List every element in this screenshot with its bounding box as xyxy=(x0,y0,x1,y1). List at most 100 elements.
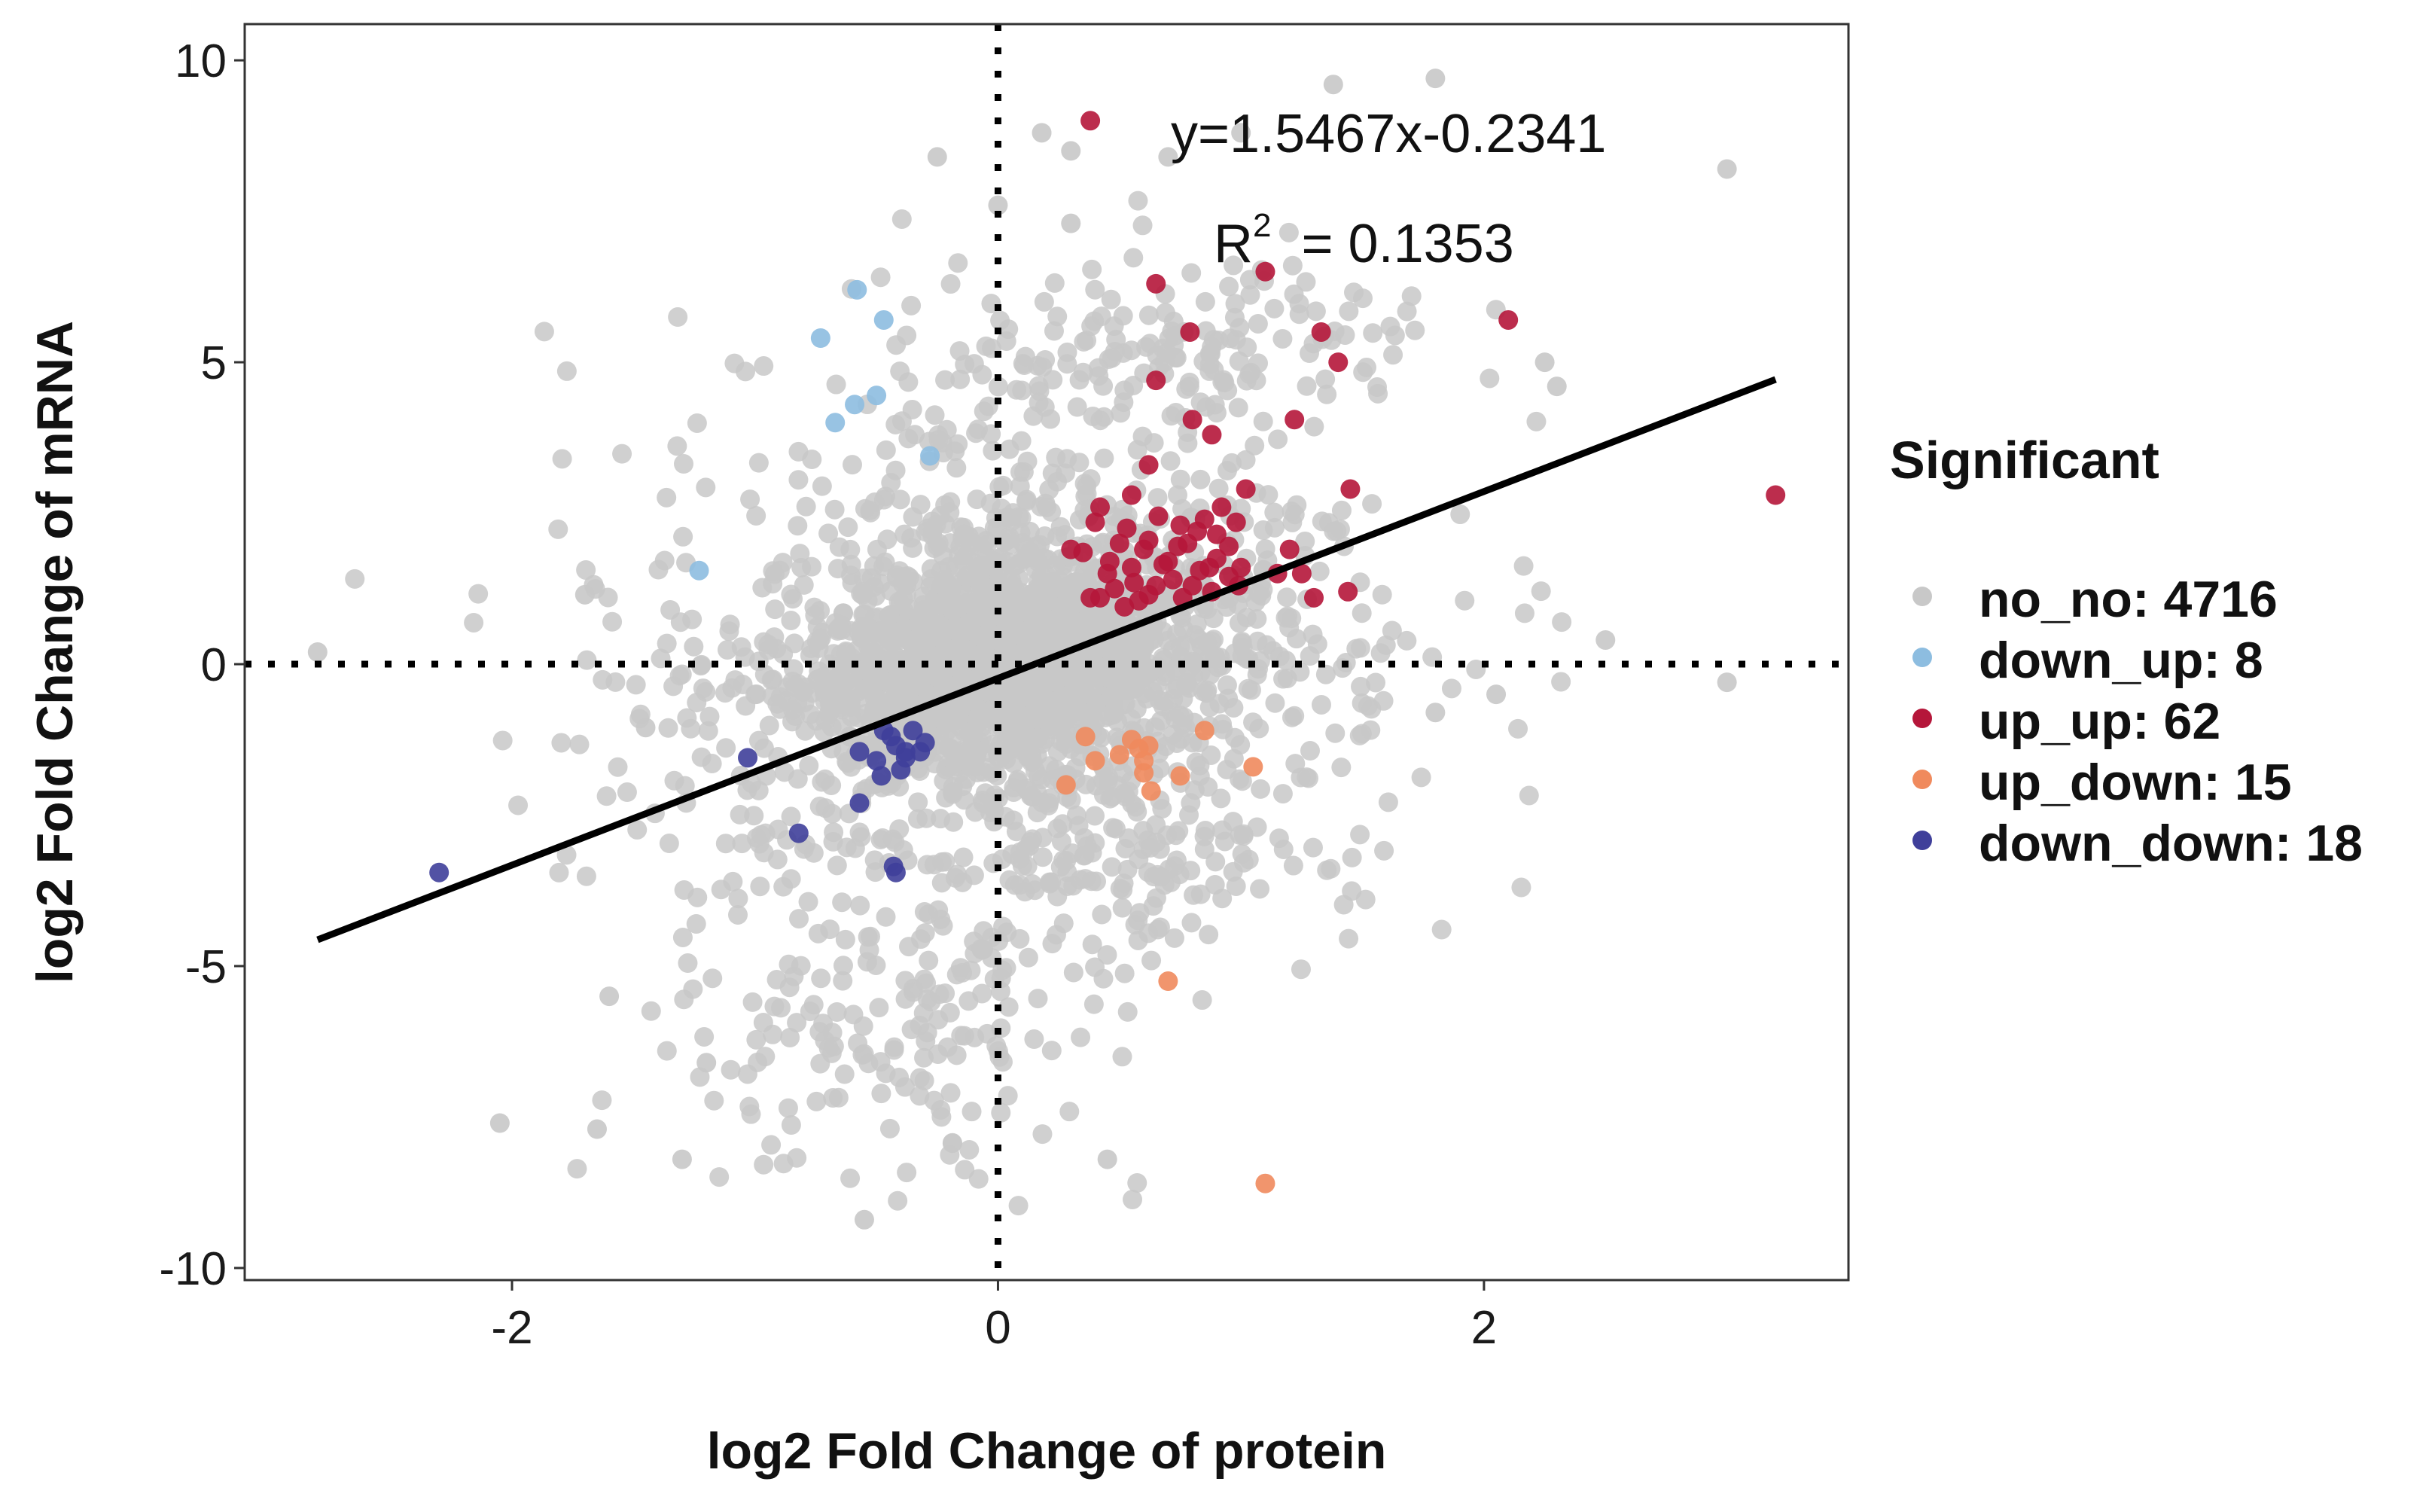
point-no-no xyxy=(492,730,513,751)
point-no-no xyxy=(899,937,919,957)
point-no-no xyxy=(916,1031,936,1051)
point-no-no xyxy=(1056,734,1076,754)
point-no-no xyxy=(1069,510,1090,530)
point-no-no xyxy=(1253,411,1273,431)
point-no-no xyxy=(721,1059,741,1080)
point-no-no xyxy=(759,715,779,736)
point-no-no xyxy=(1351,676,1371,697)
point-no-no xyxy=(1197,680,1218,700)
point-no-no xyxy=(1042,934,1062,954)
point-no-no xyxy=(1032,1124,1053,1145)
point-no-no xyxy=(968,1169,989,1189)
point-no-no xyxy=(876,486,896,507)
point-no-no xyxy=(1138,305,1159,325)
regression-equation: y=1.5467x-0.2341 xyxy=(1171,104,1606,164)
point-up-down xyxy=(1085,751,1105,771)
point-no-no xyxy=(1112,656,1132,676)
point-no-no xyxy=(1132,426,1153,447)
point-no-no xyxy=(1031,496,1051,517)
point-no-no xyxy=(1100,788,1120,809)
point-up-down xyxy=(1121,730,1141,750)
point-no-no xyxy=(627,819,648,840)
point-no-no xyxy=(781,806,801,827)
point-no-no xyxy=(988,747,1008,767)
point-no-no xyxy=(752,578,773,598)
point-no-no xyxy=(1093,968,1114,989)
point-no-no xyxy=(1425,69,1446,89)
point-no-no xyxy=(1230,735,1251,755)
point-down-down xyxy=(903,721,923,741)
point-no-no xyxy=(945,867,965,888)
point-no-no xyxy=(788,470,809,490)
point-no-no xyxy=(648,559,669,580)
point-no-no xyxy=(833,956,853,976)
point-no-no xyxy=(1175,635,1196,655)
point-no-no xyxy=(1039,592,1059,612)
point-no-no xyxy=(811,968,831,989)
point-no-no xyxy=(842,455,862,475)
point-no-no xyxy=(1250,879,1270,899)
point-no-no xyxy=(886,565,907,585)
point-no-no xyxy=(1264,298,1285,319)
point-no-no xyxy=(1068,657,1089,677)
point-no-no xyxy=(1287,495,1307,515)
point-no-no xyxy=(1397,301,1417,322)
point-up-up xyxy=(1255,261,1275,282)
point-no-no xyxy=(1003,810,1023,831)
point-no-no xyxy=(918,684,938,705)
point-no-no xyxy=(1229,351,1249,371)
point-no-no xyxy=(1285,706,1305,726)
point-no-no xyxy=(1052,578,1072,599)
point-no-no xyxy=(602,611,623,632)
point-up-up xyxy=(1073,542,1093,562)
point-no-no xyxy=(696,477,716,498)
point-no-no xyxy=(682,609,702,629)
point-no-no xyxy=(901,1020,922,1040)
point-no-no xyxy=(556,845,577,865)
point-no-no xyxy=(989,477,1010,497)
point-no-no xyxy=(1307,634,1327,654)
point-no-no xyxy=(1044,321,1064,341)
point-no-no xyxy=(972,983,992,1004)
legend-title: Significant xyxy=(1890,431,2159,489)
point-up-down xyxy=(1158,971,1178,992)
point-no-no xyxy=(1411,767,1431,788)
point-no-no xyxy=(931,560,952,581)
point-no-no xyxy=(1022,751,1043,771)
point-no-no xyxy=(808,923,828,943)
point-no-no xyxy=(955,1160,975,1180)
point-no-no xyxy=(885,460,906,480)
point-no-no xyxy=(693,678,713,699)
point-no-no xyxy=(1378,792,1398,812)
point-no-no xyxy=(989,572,1009,593)
point-no-no xyxy=(1289,294,1309,314)
point-no-no xyxy=(1113,306,1133,326)
point-no-no xyxy=(914,1047,934,1068)
point-no-no xyxy=(763,1024,783,1044)
point-up-up xyxy=(1138,530,1159,550)
point-no-no xyxy=(1047,526,1068,547)
point-no-no xyxy=(1534,352,1555,373)
point-up-up xyxy=(1311,322,1331,342)
point-no-no xyxy=(885,414,906,434)
point-no-no xyxy=(1092,904,1112,925)
point-no-no xyxy=(996,331,1016,352)
point-no-no xyxy=(788,516,808,536)
point-no-no xyxy=(1226,330,1246,350)
point-no-no xyxy=(1513,556,1534,576)
point-no-no xyxy=(1107,727,1127,748)
point-up-up xyxy=(1231,557,1251,578)
point-no-no xyxy=(933,916,953,936)
point-no-no xyxy=(812,476,832,496)
point-no-no xyxy=(742,992,763,1012)
point-up-up xyxy=(1090,497,1110,517)
point-no-no xyxy=(1063,962,1083,983)
point-no-no xyxy=(1190,884,1211,904)
point-no-no xyxy=(937,710,957,730)
point-no-no xyxy=(1228,398,1248,418)
point-no-no xyxy=(599,986,620,1007)
point-no-no xyxy=(1350,825,1370,845)
legend-swatch-down-down xyxy=(1912,831,1932,850)
point-no-no xyxy=(1082,259,1102,279)
point-no-no xyxy=(1013,353,1033,373)
